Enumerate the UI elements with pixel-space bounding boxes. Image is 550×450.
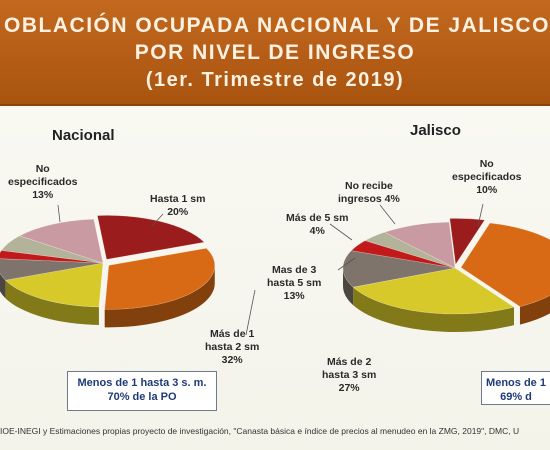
label-value: 13% xyxy=(283,290,305,302)
leader-line xyxy=(379,204,396,225)
pie-slice xyxy=(342,250,456,288)
label-text: especificados xyxy=(452,171,522,183)
label-jalisco-no-especificados: No especificados 10% xyxy=(452,158,521,197)
chart-title-jalisco: Jalisco xyxy=(410,122,461,139)
summary-line: Menos de 1 hasta 3 s. m. xyxy=(77,377,207,389)
label-nacional-mas-1-hasta-2: Más de 1 hasta 2 sm 32% xyxy=(205,328,259,367)
title-line-2: POR NIVEL DE INGRESO xyxy=(134,41,416,64)
pie-tops xyxy=(342,218,550,315)
label-value: 20% xyxy=(167,206,189,218)
pie-1 xyxy=(342,218,550,332)
leader-line xyxy=(337,257,356,271)
pie-slice-side xyxy=(353,287,515,332)
pie-slice xyxy=(449,218,486,266)
pie-slice-side xyxy=(343,268,354,306)
pie-0 xyxy=(0,215,216,328)
leader-line xyxy=(245,289,256,336)
pie-slice xyxy=(0,235,104,264)
pie-slice-side xyxy=(5,280,99,325)
pie-slice xyxy=(350,240,456,269)
label-value: 10% xyxy=(476,184,498,196)
label-text: Mas de 3 xyxy=(271,264,317,276)
title-banner: OBLACIÓN OCUPADA NACIONAL Y DE JALISCO P… xyxy=(0,0,550,106)
label-value: 32% xyxy=(221,354,243,366)
leader-line xyxy=(57,204,61,223)
pie-slice xyxy=(0,258,104,281)
label-nacional-hasta-1: Hasta 1 sm 20% xyxy=(150,193,205,219)
summary-line: 69% d xyxy=(500,391,532,403)
pie-sides xyxy=(0,265,215,328)
leader-line xyxy=(477,203,484,227)
label-value: 13% xyxy=(32,189,54,201)
pie-slice xyxy=(0,250,104,264)
pie-slice xyxy=(383,221,456,269)
pie-tops xyxy=(0,215,216,310)
label-text: No xyxy=(479,158,494,170)
pie-slice xyxy=(96,215,205,260)
pie-slice-side xyxy=(0,273,6,299)
label-text: No recibe xyxy=(345,180,393,192)
label-nacional-no-especificados: No especificados 13% xyxy=(8,163,77,202)
label-text: hasta 2 sm xyxy=(205,341,260,353)
label-jalisco-mas-2-hasta-3: Más de 2 hasta 3 sm 27% xyxy=(322,356,376,395)
summary-box-jalisco: Menos de 1 69% d xyxy=(481,371,550,405)
source-note: IOE-INEGI y Estimaciones propias proyect… xyxy=(0,426,520,436)
label-value: 27% xyxy=(338,382,360,394)
pie-sides xyxy=(343,268,550,332)
leader-line xyxy=(329,223,353,241)
label-text: ingresos 4% xyxy=(338,193,400,205)
pie-slice xyxy=(18,218,104,264)
summary-line: Menos de 1 xyxy=(486,377,546,389)
label-text: especificados xyxy=(8,176,78,188)
leader-line xyxy=(151,213,164,227)
label-text: Más de 2 xyxy=(326,356,372,368)
label-value: 4% xyxy=(309,225,325,237)
title-line-3: (1er. Trimestre de 2019) xyxy=(145,69,405,91)
label-text: hasta 5 sm xyxy=(267,277,322,289)
pie-slice xyxy=(460,222,550,307)
label-text: No xyxy=(35,163,50,175)
pie-slice-side xyxy=(104,265,215,328)
label-jalisco-no-recibe: No recibe ingresos 4% xyxy=(338,180,400,206)
label-text: Más de 1 xyxy=(209,328,255,340)
pie-slice xyxy=(4,262,104,308)
summary-line: 70% de la PO xyxy=(107,391,177,403)
chart-title-nacional: Nacional xyxy=(52,127,115,144)
pie-slice xyxy=(104,247,216,310)
label-text: Hasta 1 sm xyxy=(150,193,206,205)
pie-slice-side xyxy=(519,295,550,325)
pie-slice xyxy=(352,267,515,315)
label-text: hasta 3 sm xyxy=(322,369,377,381)
label-text: Más de 5 sm xyxy=(286,212,349,224)
label-jalisco-mas-5: Más de 5 sm 4% xyxy=(286,212,348,238)
label-jalisco-mas-3-hasta-5: Mas de 3 hasta 5 sm 13% xyxy=(267,264,321,303)
title-line-1: OBLACIÓN OCUPADA NACIONAL Y DE JALISCO xyxy=(4,14,550,37)
pie-slice xyxy=(364,231,456,269)
summary-box-nacional: Menos de 1 hasta 3 s. m. 70% de la PO xyxy=(67,371,217,411)
